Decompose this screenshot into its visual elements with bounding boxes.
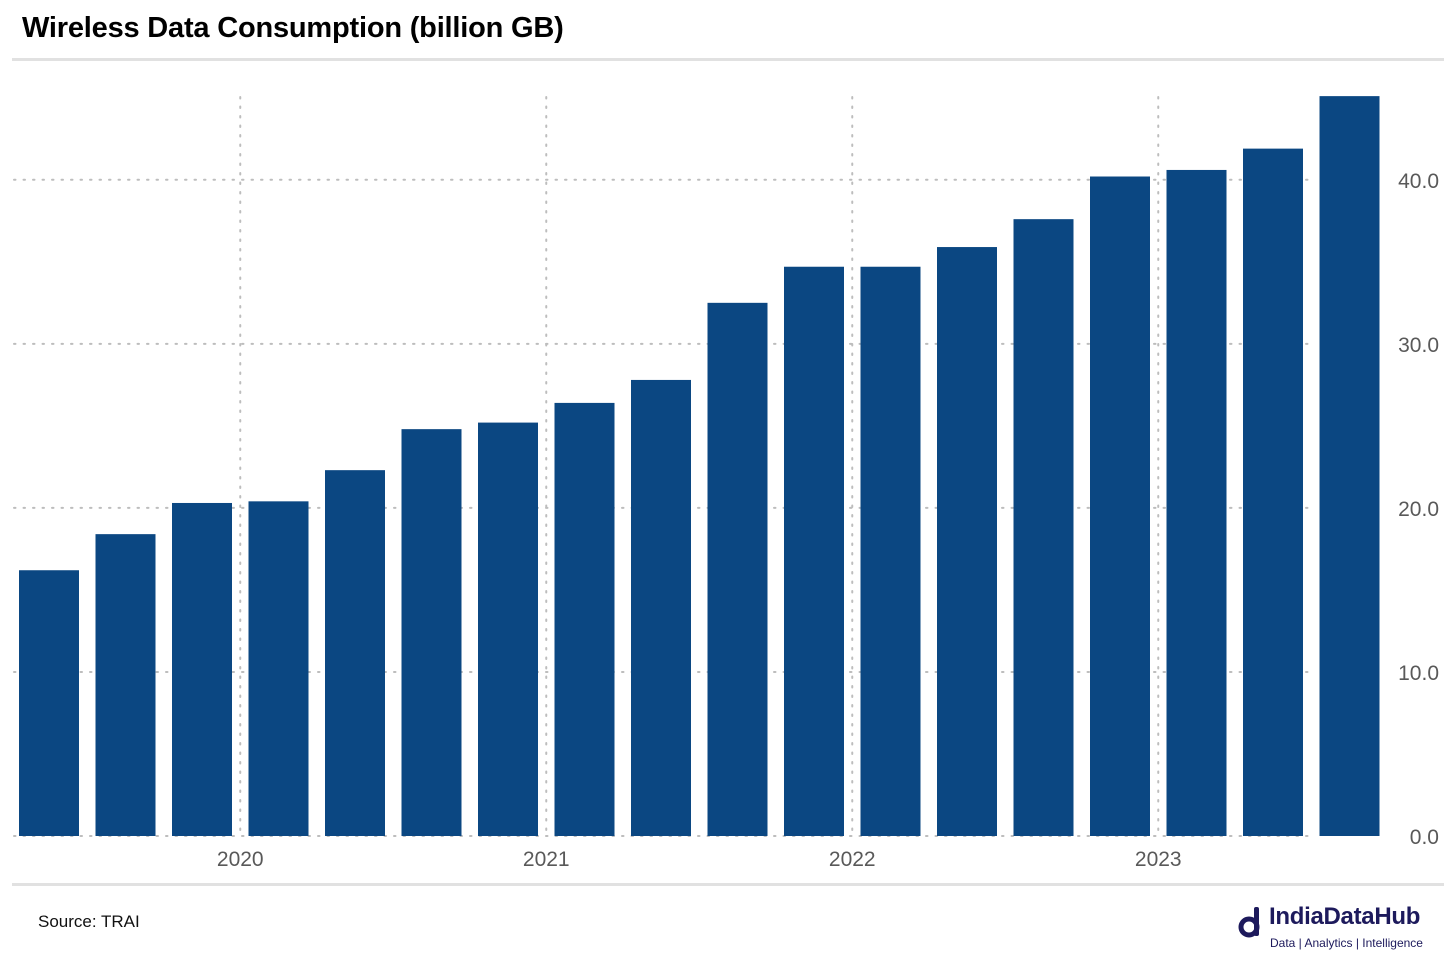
bar bbox=[554, 402, 615, 836]
y-tick-label: 40.0 bbox=[1398, 170, 1439, 193]
bar bbox=[707, 302, 768, 836]
bar bbox=[1243, 148, 1303, 836]
y-tick-label: 30.0 bbox=[1398, 334, 1439, 357]
bar bbox=[860, 266, 921, 837]
x-tick-label: 2021 bbox=[523, 848, 570, 871]
x-tick-label: 2023 bbox=[1135, 848, 1182, 871]
y-tick-label: 10.0 bbox=[1398, 662, 1439, 685]
top-divider bbox=[12, 58, 1444, 61]
bar bbox=[1013, 219, 1074, 836]
bar bbox=[1166, 169, 1227, 837]
bar bbox=[937, 247, 997, 836]
bar bbox=[1319, 96, 1380, 836]
bar bbox=[478, 422, 538, 836]
bar bbox=[325, 470, 385, 836]
bar bbox=[172, 502, 232, 836]
logo-name: IndiaDataHub bbox=[1269, 903, 1421, 930]
bar bbox=[248, 501, 309, 836]
y-tick-label: 20.0 bbox=[1398, 498, 1439, 521]
logo-tagline: Data | Analytics | Intelligence bbox=[1270, 936, 1423, 950]
tick-labels: 0.0 10.0 20.0 30.0 40.0 2020 2021 2022 2023 bbox=[217, 170, 1439, 871]
x-tick-label: 2022 bbox=[829, 848, 876, 871]
chart-title: Wireless Data Consumption (billion GB) bbox=[22, 12, 564, 44]
bar bbox=[19, 570, 79, 836]
bar bbox=[401, 429, 462, 836]
bottom-divider bbox=[12, 883, 1444, 886]
indiadatahub-logo: IndiaDataHub Data | Analytics | Intellig… bbox=[1238, 903, 1444, 955]
bar bbox=[631, 379, 691, 836]
bar bbox=[784, 266, 844, 837]
logo-mark-icon bbox=[1238, 907, 1260, 938]
bar bbox=[1090, 176, 1150, 836]
bar bbox=[95, 534, 156, 836]
y-tick-label: 0.0 bbox=[1410, 826, 1439, 849]
x-tick-label: 2020 bbox=[217, 848, 264, 871]
source-note: Source: TRAI bbox=[38, 912, 140, 931]
bars bbox=[19, 96, 1380, 837]
